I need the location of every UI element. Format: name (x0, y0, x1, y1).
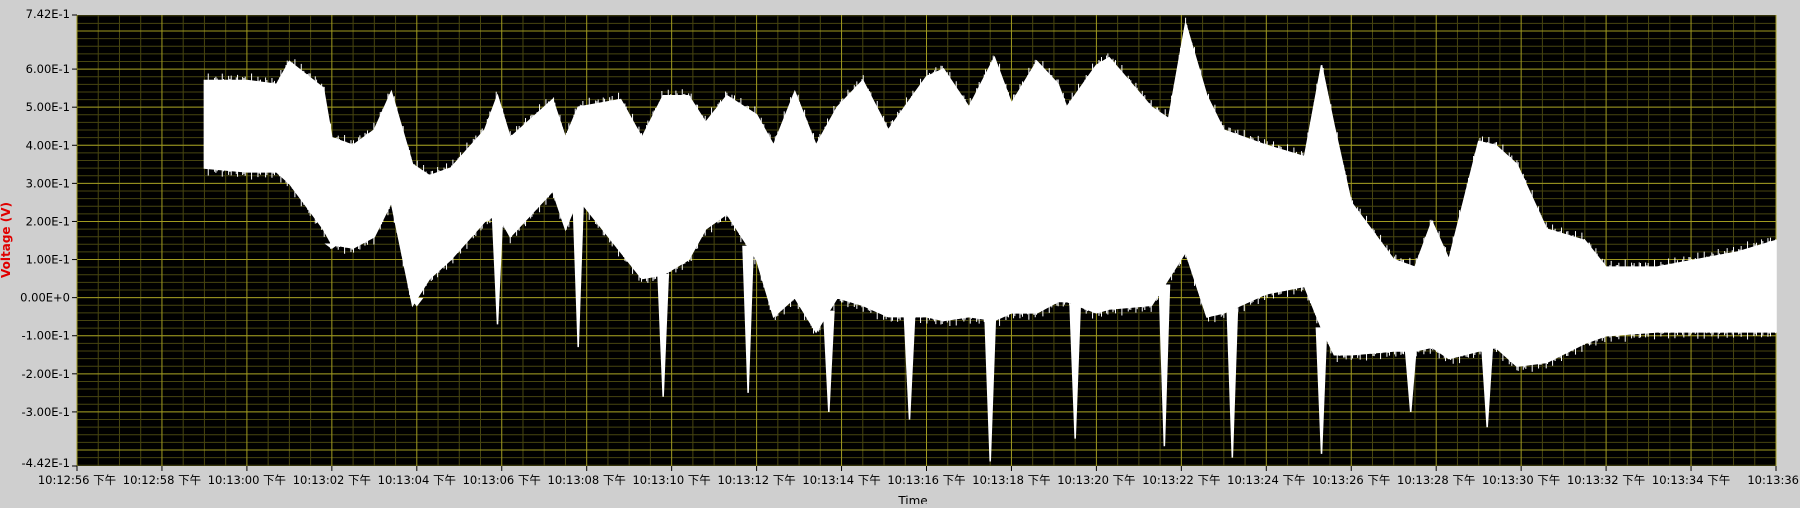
voltage-spike (903, 315, 916, 420)
x-tick-label: 10:13:02 下午 (293, 473, 371, 487)
x-tick-label: 10:13:22 下午 (1142, 473, 1220, 487)
y-tick-label: 1.00E-1 (26, 253, 70, 267)
x-tick-label: 10:13:30 下午 (1482, 473, 1560, 487)
x-tick-label: 10:13:24 下午 (1227, 473, 1305, 487)
y-tick-label: 3.00E-1 (26, 176, 70, 190)
y-tick-label: 2.00E-1 (26, 214, 70, 228)
x-tick-label: 10:13:26 下午 (1312, 473, 1390, 487)
y-tick-label: -3.00E-1 (22, 405, 71, 419)
x-tick-label: 10:13:14 下午 (802, 473, 880, 487)
x-tick-label: 10:13:06 下午 (463, 473, 541, 487)
x-axis-ticks: 10:12:56 下午 10:12:58 下午 10:13:00 下午 10:13:0… (38, 466, 1799, 487)
y-tick-label: -1.00E-1 (22, 329, 71, 343)
voltage-spike (657, 274, 670, 397)
x-tick-label: 10:13:28 下午 (1397, 473, 1475, 487)
voltage-spike (324, 243, 340, 250)
y-tick-label: 6.00E-1 (26, 62, 70, 76)
voltage-trace (203, 17, 1777, 372)
y-axis-label: Voltage (V) (0, 202, 13, 278)
x-tick-label: 10:13:04 下午 (378, 473, 456, 487)
y-tick-label: -2.00E-1 (22, 367, 71, 381)
x-tick-label: 10:13:00 下午 (208, 473, 286, 487)
voltage-spike (491, 213, 504, 325)
voltage-spike (1069, 303, 1082, 439)
voltage-spike (1226, 308, 1239, 458)
x-axis-label: Time (897, 494, 927, 504)
y-tick-label: 0.00E+0 (20, 291, 70, 305)
x-tick-label: 10:13:10 下午 (632, 473, 710, 487)
y-axis-ticks: 7.42E-1 6.00E-1 5.00E-1 4.00E-1 3.00E-1 2.00E… (20, 7, 77, 470)
x-tick-label: 10:13:36 (1747, 473, 1799, 487)
x-tick-label: 10:13:08 下午 (548, 473, 626, 487)
x-tick-label: 10:12:56 下午 (38, 473, 116, 487)
x-tick-label: 10:12:58 下午 (123, 473, 201, 487)
y-tick-label: 4.00E-1 (26, 138, 70, 152)
voltage-spike (1404, 350, 1417, 412)
x-tick-label: 10:13:16 下午 (887, 473, 965, 487)
x-tick-label: 10:13:32 下午 (1567, 473, 1645, 487)
y-tick-label: 5.00E-1 (26, 100, 70, 114)
x-tick-label: 10:13:20 下午 (1057, 473, 1135, 487)
x-tick-label: 10:13:34 下午 (1652, 473, 1730, 487)
x-tick-label: 10:13:12 下午 (717, 473, 795, 487)
y-tick-label: -4.42E-1 (22, 456, 71, 470)
y-tick-label: 7.42E-1 (26, 7, 70, 21)
x-tick-label: 10:13:18 下午 (972, 473, 1050, 487)
voltage-spike (822, 310, 835, 412)
trace-group (203, 17, 1777, 462)
